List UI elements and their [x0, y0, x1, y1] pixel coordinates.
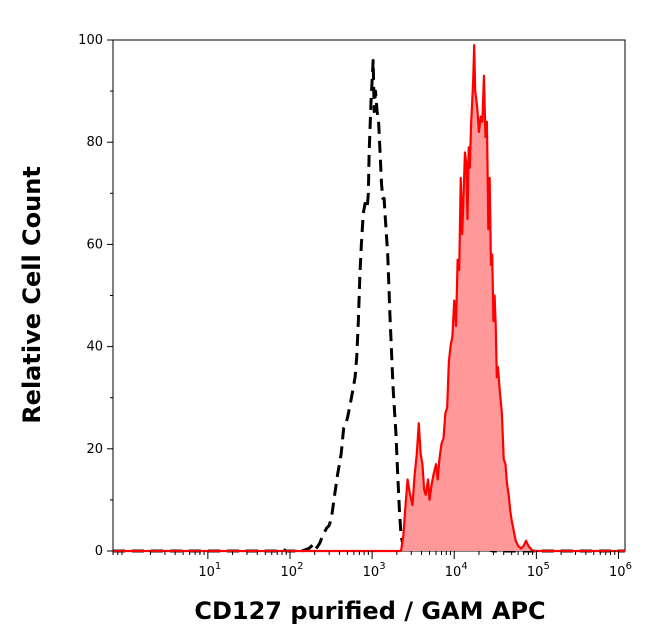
y-tick-label-60: 60 [86, 237, 103, 252]
y-tick-label-0: 0 [95, 544, 103, 559]
series-fill-2 [113, 45, 625, 552]
series-line-2 [113, 44, 625, 553]
x-tick-label-3: 103 [363, 561, 386, 580]
series-layer [113, 44, 625, 553]
x-tick-label-2: 102 [281, 561, 304, 580]
y-tick-label-80: 80 [86, 135, 103, 150]
x-tick-label-1: 101 [198, 561, 221, 580]
y-tick-label-100: 100 [78, 33, 103, 48]
y-tick-label-20: 20 [86, 442, 103, 457]
series-line-1 [113, 58, 625, 553]
plot-frame [112, 39, 626, 552]
x-tick-label-5: 105 [527, 561, 550, 580]
x-axis-title: CD127 purified / GAM APC [194, 597, 545, 625]
y-axis-title: Relative Cell Count [18, 166, 46, 424]
x-tick-label-6: 106 [609, 561, 632, 580]
y-tick-label-40: 40 [86, 340, 103, 355]
x-tick-label-4: 104 [445, 561, 468, 580]
